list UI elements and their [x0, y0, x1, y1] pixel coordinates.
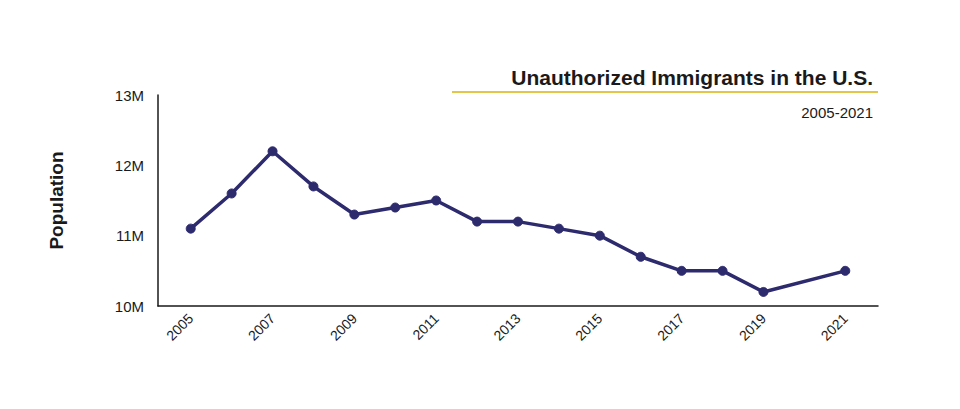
- svg-text:2007: 2007: [245, 310, 278, 343]
- svg-text:2009: 2009: [327, 310, 360, 343]
- svg-text:10M: 10M: [115, 298, 144, 315]
- svg-text:2021: 2021: [818, 310, 851, 343]
- svg-text:2019: 2019: [736, 310, 769, 343]
- svg-text:Unauthorized Immigrants in the: Unauthorized Immigrants in the U.S.: [511, 66, 873, 89]
- svg-text:2017: 2017: [654, 310, 687, 343]
- svg-text:12M: 12M: [115, 157, 144, 174]
- svg-text:2011: 2011: [409, 310, 442, 343]
- svg-text:11M: 11M: [116, 227, 144, 244]
- svg-text:Population: Population: [46, 151, 67, 249]
- svg-text:2015: 2015: [572, 310, 605, 343]
- svg-text:2013: 2013: [490, 310, 523, 343]
- svg-text:2005-2021: 2005-2021: [801, 104, 873, 121]
- svg-text:2005: 2005: [163, 310, 196, 343]
- svg-text:13M: 13M: [115, 87, 144, 104]
